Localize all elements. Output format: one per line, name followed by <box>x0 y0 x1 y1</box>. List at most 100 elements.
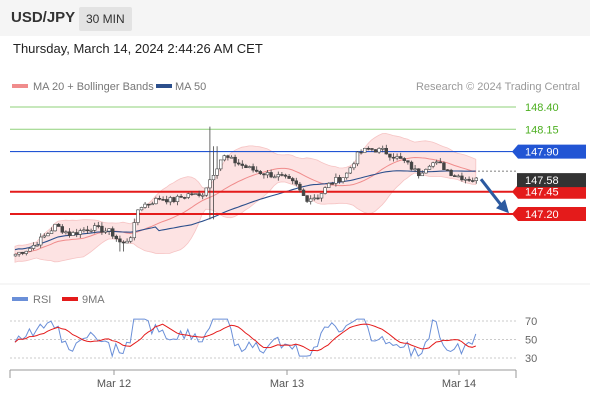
candle-body <box>463 178 468 181</box>
candle-body <box>352 163 356 169</box>
ma20-legend-label: MA 20 + Bollinger Bands <box>33 81 154 93</box>
candle-body <box>344 172 349 178</box>
candle-body <box>298 183 302 191</box>
candle-body <box>373 149 378 153</box>
candle-body <box>330 183 334 185</box>
ma50-legend-label: MA 50 <box>175 81 206 93</box>
candle-body <box>384 148 388 155</box>
candle-body <box>64 231 68 234</box>
candle-body <box>438 161 442 164</box>
candle-body <box>93 225 97 231</box>
x-tick-label: Mar 13 <box>270 378 304 390</box>
candle-body <box>60 226 65 233</box>
candle-body <box>13 253 18 257</box>
price-levels: 148.40 148.15 147.90 147.45 147.20 <box>10 102 586 221</box>
candle-body <box>305 195 309 202</box>
rsi-legend-label: RSI <box>33 294 51 306</box>
candle-body <box>416 168 421 177</box>
candle-body <box>251 166 255 171</box>
candle-body <box>406 160 410 163</box>
candle-body <box>348 167 352 174</box>
candle-body <box>136 209 140 223</box>
candle-body <box>265 172 270 176</box>
candle-body <box>413 168 417 171</box>
candle-body <box>35 244 39 247</box>
candle-body <box>89 230 93 232</box>
level-148-40-label: 148.40 <box>525 102 559 114</box>
candle-body <box>125 240 129 244</box>
rsi-9ma-legend-swatch <box>62 297 78 301</box>
candle-body <box>301 189 306 196</box>
candle-body <box>211 175 216 181</box>
candle-body <box>431 162 435 167</box>
timeframe-badge[interactable]: 30 MIN <box>79 7 132 31</box>
x-tick-label: Mar 14 <box>442 378 476 390</box>
datetime-label: Thursday, March 14, 2024 2:44:26 AM CET <box>13 41 263 56</box>
candle-body <box>456 175 460 178</box>
candle-body <box>233 156 237 164</box>
candle-body <box>388 153 392 158</box>
candle-body <box>172 197 176 203</box>
candle-body <box>49 230 54 234</box>
rsi-legend-swatch <box>12 297 28 301</box>
candle-body <box>424 169 428 174</box>
candle-body <box>272 176 277 179</box>
candle-body <box>262 173 266 176</box>
candle-body <box>56 223 61 227</box>
bollinger-band-area <box>14 133 477 263</box>
ma20-line <box>14 156 476 255</box>
candle-body <box>157 197 162 200</box>
candle-body <box>398 156 403 159</box>
candle-body <box>290 178 295 182</box>
candle-body <box>391 156 396 159</box>
candle-body <box>226 155 230 158</box>
candle-body <box>165 199 169 203</box>
candle-body <box>111 228 115 237</box>
candle-body <box>161 199 165 201</box>
candle-body <box>20 251 25 254</box>
candle-body <box>449 169 453 176</box>
rsi-tick-70: 70 <box>525 316 537 328</box>
candle-body <box>258 171 262 175</box>
level-147-45-tag <box>512 184 586 199</box>
candle-body <box>442 162 446 170</box>
candle-body <box>470 180 475 182</box>
candle-body <box>121 241 126 244</box>
candle-body <box>276 174 280 178</box>
candle-body <box>132 222 136 239</box>
candle-body <box>355 151 360 165</box>
candle-body <box>377 148 381 153</box>
candle-body <box>237 162 241 165</box>
candlesticks <box>13 126 478 257</box>
candle-body <box>215 168 219 176</box>
candle-body <box>42 235 47 238</box>
candle-body <box>316 197 320 200</box>
candle-body <box>359 151 363 154</box>
chart-overlays: 147.58 <box>478 170 586 214</box>
moving-averages <box>14 156 476 255</box>
ma20-legend-swatch <box>12 84 28 88</box>
level-147-20-tag <box>512 207 586 221</box>
candle-body <box>370 148 374 150</box>
candle-body <box>219 159 223 170</box>
candle-body <box>334 177 338 184</box>
candle-body <box>474 177 478 181</box>
candle-body <box>323 187 327 194</box>
candle-body <box>240 163 244 166</box>
candle-body <box>96 225 101 227</box>
level-147-20-label: 147.20 <box>525 209 559 221</box>
rsi-legend: RSI 9MA <box>12 294 105 306</box>
candle-body <box>229 156 234 159</box>
candle-body <box>467 178 471 181</box>
candle-body <box>460 175 464 181</box>
candle-body <box>427 165 432 170</box>
forecast-arrow-head <box>496 199 509 214</box>
rsi-tick-50: 50 <box>525 335 537 347</box>
ma50-legend-swatch <box>156 84 172 88</box>
candle-body <box>341 177 345 182</box>
candle-body <box>67 231 72 236</box>
candle-body <box>208 179 212 189</box>
candle-body <box>82 229 86 232</box>
candle-body <box>366 147 370 150</box>
candle-body <box>100 225 104 233</box>
